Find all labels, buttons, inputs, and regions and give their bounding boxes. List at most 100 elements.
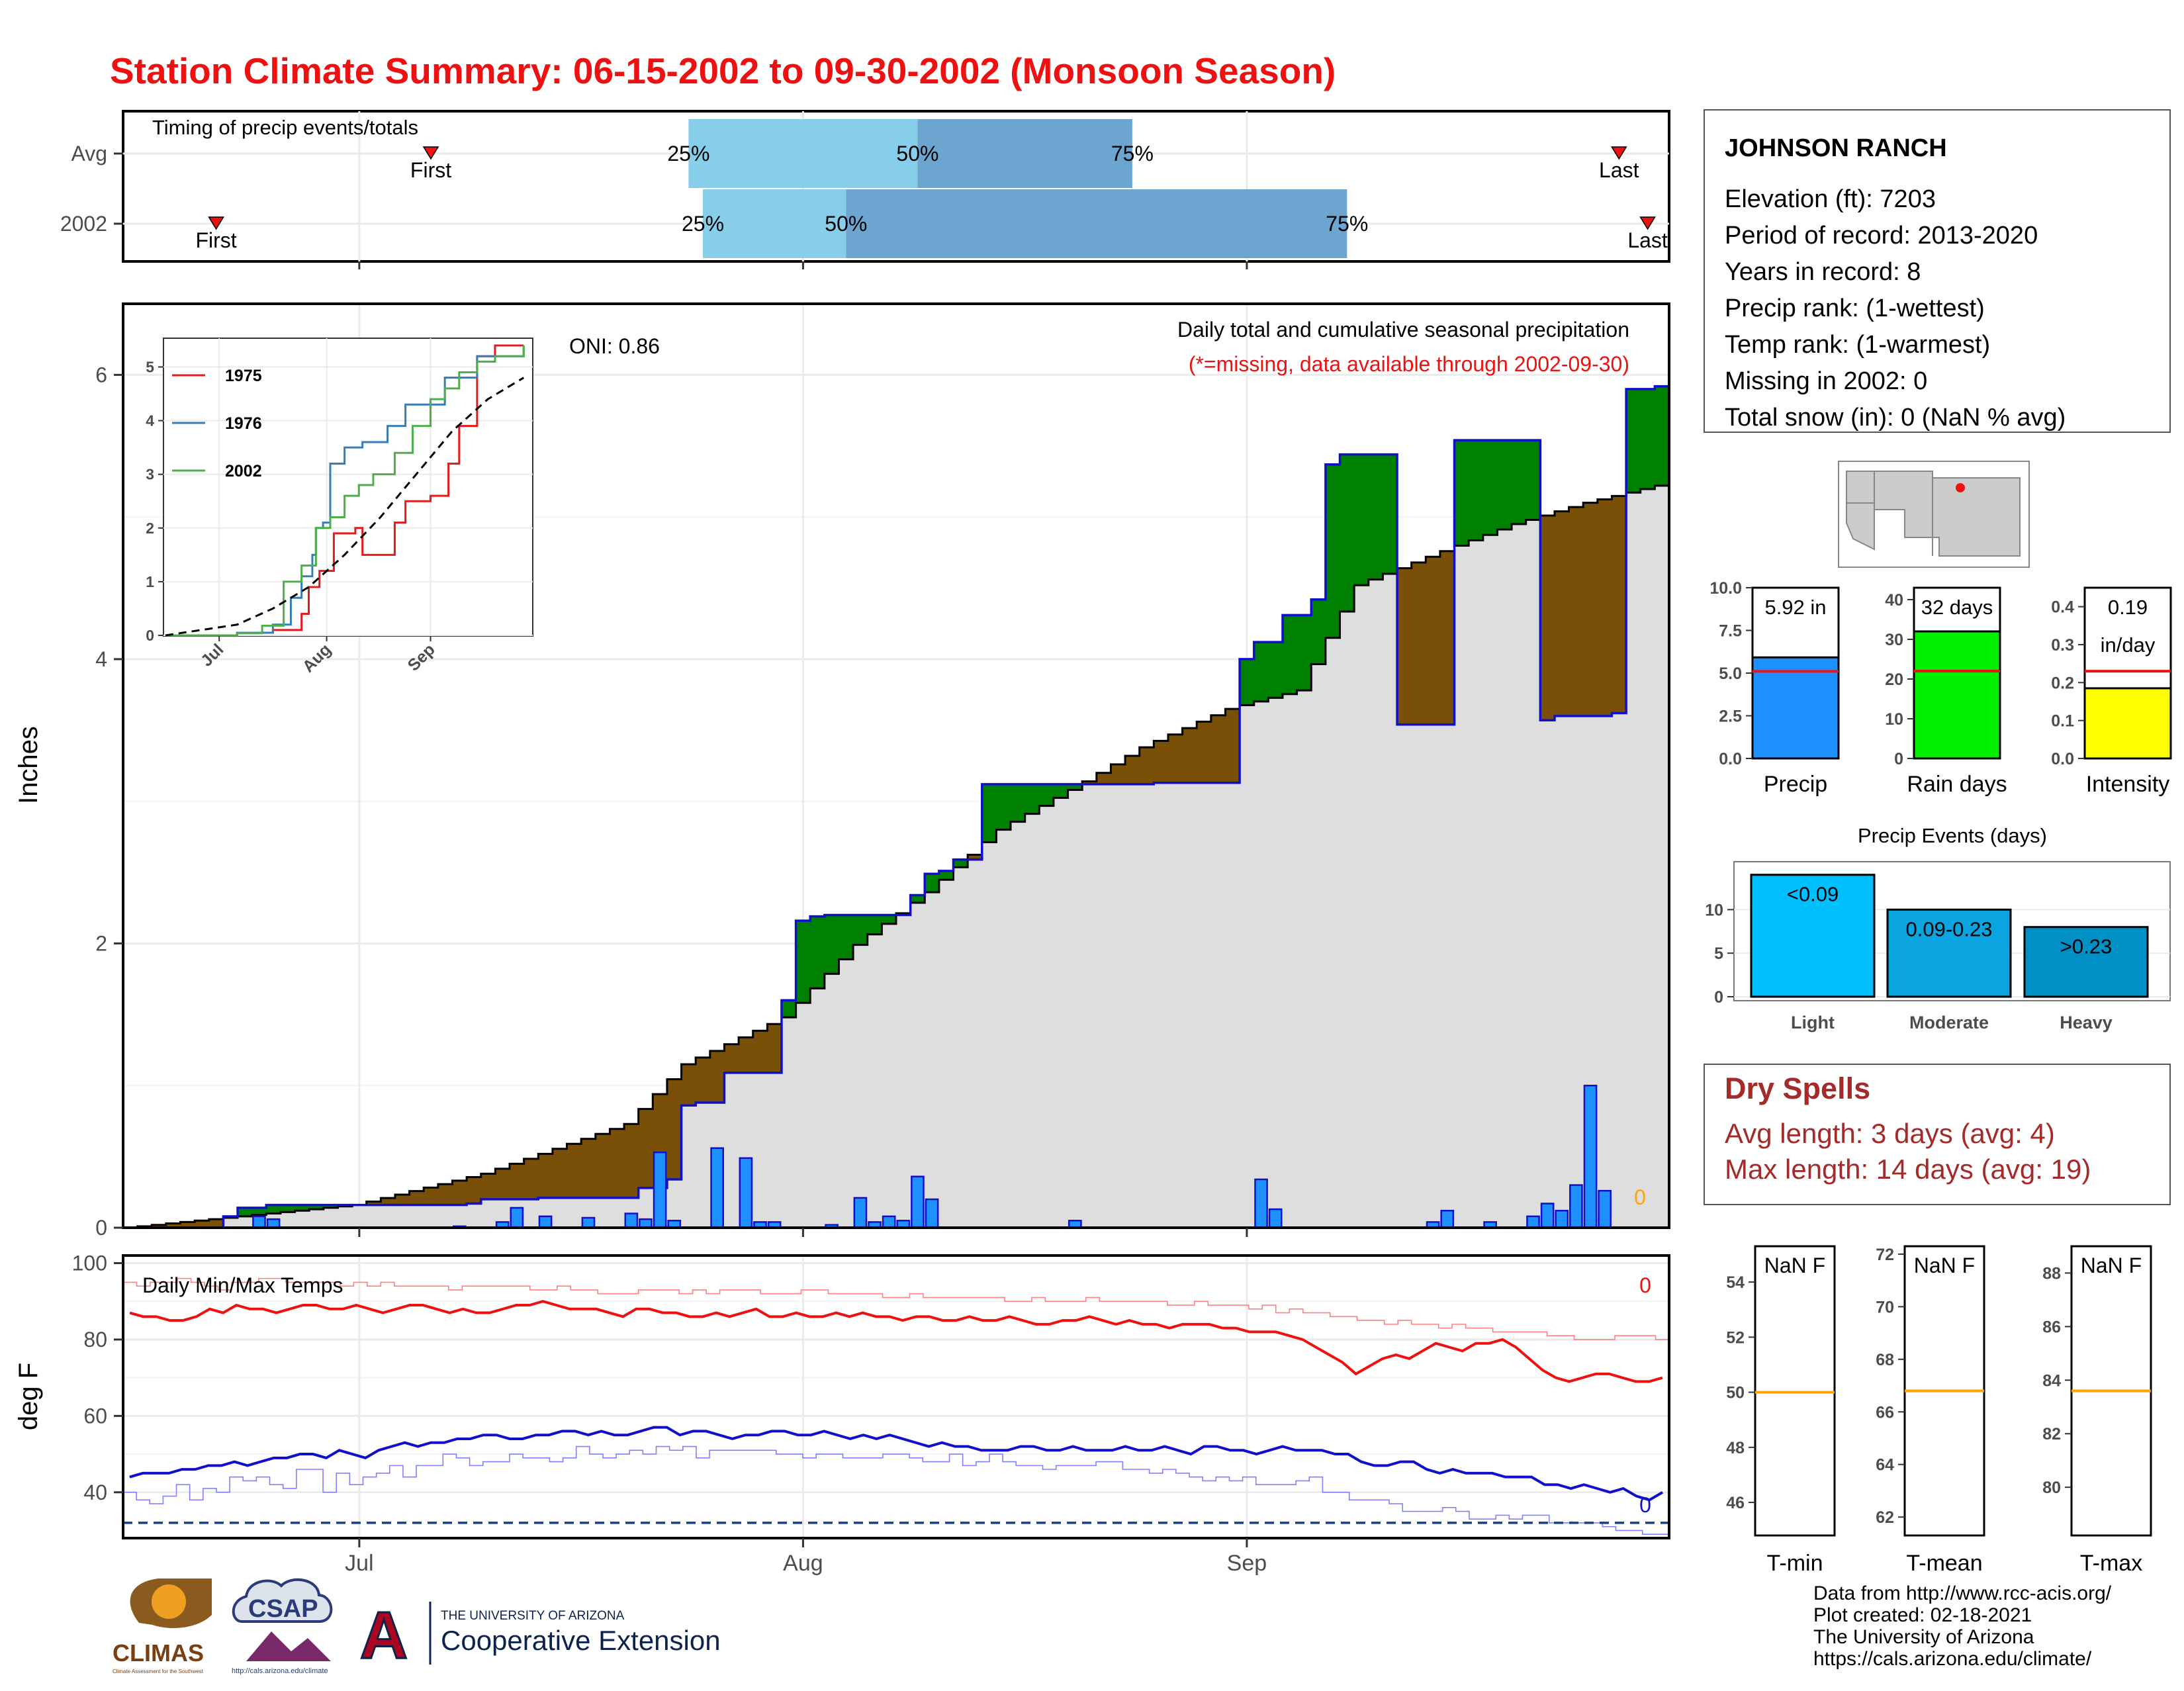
temp-box-tick-label-0-2: 50: [1726, 1384, 1745, 1402]
locator-map: [1838, 461, 2030, 568]
timing-pct-label-1-0: 25%: [682, 212, 724, 236]
timing-pct-label-0-0: 25%: [667, 142, 709, 165]
below-normal-fill-71: [1139, 747, 1154, 784]
timing-bar-25-50-0: [688, 119, 918, 188]
temp-box-label-1: T-mean: [1906, 1551, 1982, 1576]
timing-row-label-1: 2002: [60, 212, 107, 236]
below-normal-fill-69: [1111, 764, 1126, 784]
temp-box-tick-label-1-5: 72: [1876, 1246, 1894, 1264]
temp-box-group-1: NaN F 62 64 66 68 70 72 T-mean: [1876, 1245, 1985, 1576]
daily-precip-bar-16: [853, 1197, 868, 1229]
dry-spells-title: Dry Spells: [1725, 1072, 1870, 1105]
last-label-1: Last: [1627, 228, 1668, 252]
timing-title: Timing of precip events/totals: [152, 116, 418, 139]
below-normal-fill-74: [1182, 728, 1197, 783]
below-normal-fill-27: [510, 1164, 525, 1200]
above-normal-fill-57: [938, 870, 954, 880]
inset-legend-label-0: 1975: [225, 367, 262, 385]
above-normal-fill-55: [910, 895, 925, 903]
summary-bar-tick-label-0-4: 10.0: [1709, 579, 1742, 598]
above-normal-fill-50: [839, 915, 854, 960]
timing-bar-50-75-0: [917, 119, 1132, 188]
above-normal-fill-14: [323, 1205, 339, 1208]
temp-box-tick-label-0-1: 48: [1726, 1439, 1745, 1457]
oni-label: ONI: 0.86: [569, 334, 660, 358]
events-y-tick-label-2: 10: [1705, 901, 1723, 919]
above-normal-fill-63: [1024, 784, 1040, 814]
temp-box-value-0: NaN F: [1764, 1254, 1825, 1277]
events-y-tick-label-0: 0: [1714, 988, 1723, 1007]
summary-bar-tick-label-1-2: 20: [1885, 670, 1903, 689]
below-normal-fill-59: [968, 854, 983, 860]
ua-a-icon: A: [360, 1598, 408, 1672]
above-normal-fill-66: [1068, 784, 1083, 790]
below-normal-fill-20: [409, 1191, 424, 1205]
climas-logo-subtext: Climate Assessment for the Southwest: [113, 1668, 204, 1674]
temp-y-tick-label-2: 80: [83, 1328, 107, 1351]
precip-y-tick-label-3: 6: [95, 363, 107, 387]
above-normal-fill-8: [238, 1207, 253, 1216]
above-normal-fill-61: [996, 784, 1011, 830]
temp-box-tick-label-2-3: 86: [2042, 1318, 2061, 1336]
inset-line-1975: [165, 344, 524, 637]
inset-y-tick-label-3: 3: [146, 466, 154, 483]
below-normal-fill-5: [195, 1220, 210, 1228]
ua-logo: A THE UNIVERSITY OF ARIZONA Cooperative …: [359, 1598, 720, 1674]
station-line-1: Period of record: 2013-2020: [1725, 222, 2038, 250]
below-normal-fill-35: [624, 1124, 639, 1198]
inset-lines: [165, 344, 525, 637]
precip-events-bars: 0 5 10 <0.09 Light 0.09-0.23 Moderate >0.23 Heav…: [1705, 874, 2170, 1032]
temp-y-axis: 40 60 80 100: [72, 1252, 123, 1504]
inset-y-tick-label-0: 0: [146, 627, 154, 644]
temp-y-tick-label-0: 40: [83, 1481, 107, 1504]
daily-precip-bar-7: [624, 1212, 639, 1229]
above-normal-fill-81: [1283, 615, 1298, 694]
precip-panel: 0 2 4 6 Inches ONI: 0.86 Daily total and cu…: [14, 302, 1670, 1240]
summary-bar-value-1: 32 days: [1921, 596, 1993, 619]
station-info-frame: [1704, 109, 2171, 433]
below-normal-fill-3: [165, 1223, 181, 1228]
x-tick-label-2: Sep: [1227, 1551, 1267, 1576]
timing-rows: Avg 25% 50% 75% First Last 2002 25% 50% 75% First L…: [60, 142, 1668, 252]
x-tick-label-1: Aug: [783, 1551, 823, 1576]
below-normal-fill-6: [208, 1219, 224, 1228]
summary-bar-tick-label-0-2: 5.0: [1719, 664, 1742, 683]
x-axis: Jul Aug Sep: [345, 1228, 1267, 1576]
event-bar-moderate: [1886, 908, 2012, 998]
inset-legend-label-1: 1976: [225, 414, 262, 433]
daily-precip-bar-11: [710, 1147, 724, 1229]
temp-box-tick-label-2-0: 80: [2042, 1479, 2061, 1497]
timing-pct-label-0-2: 75%: [1111, 142, 1154, 165]
below-normal-fill-75: [1197, 721, 1212, 783]
summary-bar-tick-label-2-0: 0.0: [2051, 750, 2074, 768]
inset-y-tick-label-4: 4: [146, 412, 154, 430]
temp-panel-frame: [122, 1254, 1670, 1539]
above-normal-fill-88: [1383, 454, 1398, 574]
last-marker-icon-0: [1610, 146, 1627, 160]
below-normal-fill-38: [666, 1079, 682, 1179]
temp-y-tick-label-1: 60: [83, 1404, 107, 1428]
dry-spells-max: Max length: 14 days (avg: 19): [1725, 1154, 2091, 1185]
timing-bar-50-75-1: [846, 189, 1347, 258]
summary-bar-tick-label-2-3: 0.3: [2051, 636, 2074, 655]
above-normal-fill-47: [796, 921, 811, 1003]
summary-bars: 5.92 in 0.0 2.5 5.0 7.5 10.0 Precip 32 days 0 10 2…: [1709, 579, 2172, 797]
above-normal-fill-11: [280, 1205, 296, 1212]
below-normal-fill-45: [767, 1024, 782, 1073]
first-marker-icon-0: [422, 146, 439, 160]
above-normal-fill-13: [309, 1205, 324, 1210]
station-line-0: Elevation (ft): 7203: [1725, 185, 1936, 213]
daily-precip-bar-26: [1440, 1209, 1455, 1229]
below-normal-fill-41: [709, 1050, 725, 1103]
below-normal-fill-92: [1439, 551, 1455, 725]
summary-bar-tick-label-2-1: 0.1: [2051, 712, 2074, 731]
temp-box-group-2: NaN F 80 82 84 86 88 T-max: [2042, 1245, 2152, 1576]
events-y-tick-label-1: 5: [1714, 944, 1723, 963]
normal-cumulative-area: [123, 485, 1669, 1228]
below-normal-fill-39: [681, 1064, 696, 1106]
station-line-2: Years in record: 8: [1725, 258, 1921, 286]
first-marker-icon-1: [208, 216, 224, 230]
below-normal-fill-91: [1426, 557, 1441, 725]
